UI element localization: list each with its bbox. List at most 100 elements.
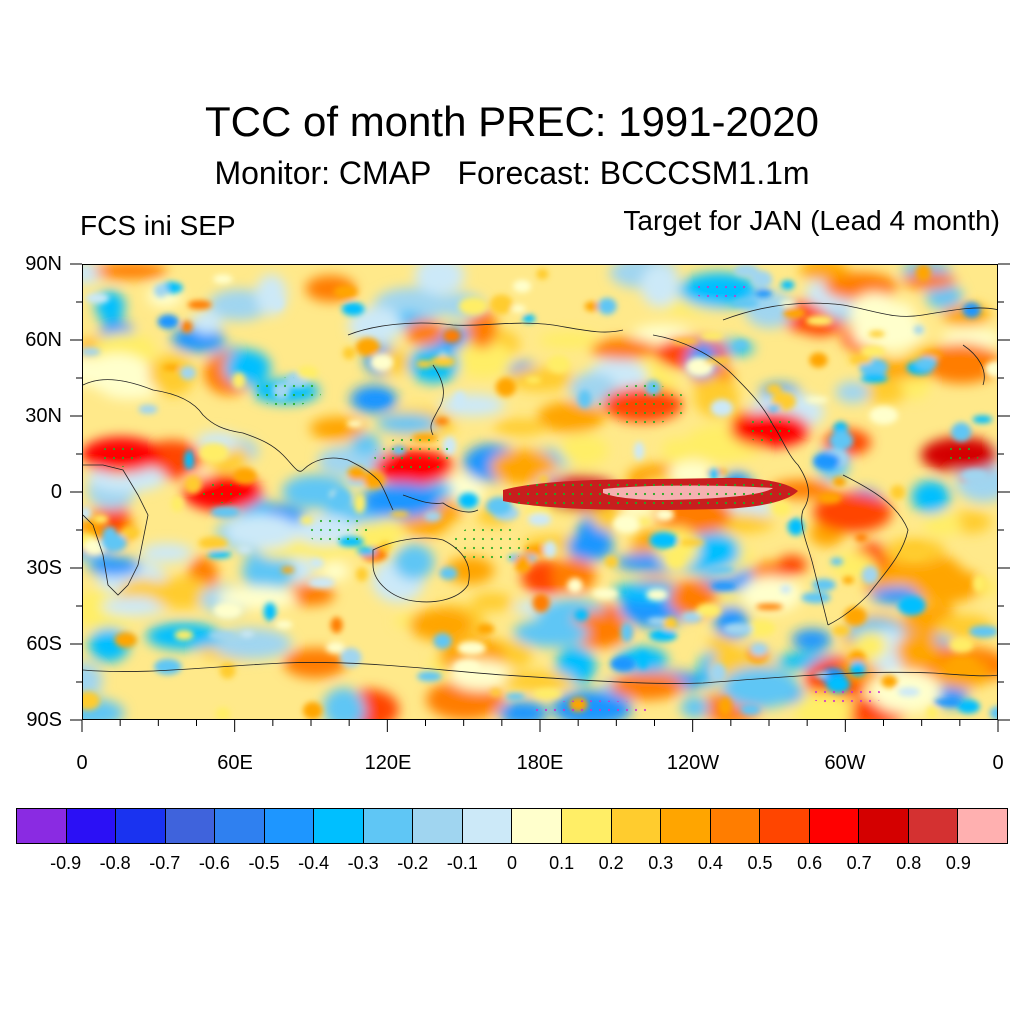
field-blob-fine — [832, 625, 851, 636]
field-blob-fine — [584, 301, 601, 312]
field-blob — [609, 672, 684, 700]
lat-tick-label: 0 — [50, 481, 62, 503]
field-blob-fine — [199, 442, 229, 463]
colorbar-label: -0.6 — [198, 853, 230, 873]
field-blob-fine — [836, 439, 851, 447]
field-blob-fine — [308, 577, 335, 589]
field-blob — [351, 433, 380, 456]
field-blob-fine — [902, 543, 927, 560]
field-blob-fine — [416, 359, 433, 369]
colorbar-box — [760, 809, 810, 843]
colorbar-label: 0.2 — [598, 853, 624, 873]
field-blob-fine — [612, 514, 641, 534]
field-blob-fine — [532, 593, 550, 613]
field-blob-fine — [780, 280, 795, 290]
field-blob-fine — [860, 345, 886, 358]
field-blob-fine — [453, 659, 481, 676]
field-blob — [925, 283, 963, 310]
colorbar-label: 0.7 — [846, 853, 872, 873]
field-blob-fine — [417, 671, 442, 682]
field-blob — [409, 608, 474, 641]
field-blob-fine — [187, 300, 212, 310]
map-canvas — [83, 265, 997, 719]
field-blob-fine — [355, 337, 380, 357]
field-blob — [151, 353, 195, 397]
field-blob-fine — [240, 630, 254, 638]
field-blob-fine — [915, 356, 938, 370]
field-blob — [537, 401, 605, 433]
colorbar-box — [562, 809, 612, 843]
significance-stipple — [307, 516, 368, 546]
field-blob-fine — [162, 364, 181, 371]
field-blob-fine — [174, 629, 194, 641]
field-blob-fine — [510, 304, 526, 313]
field-blob-fine — [897, 595, 926, 616]
field-blob-fine — [275, 620, 293, 629]
lat-tick-label: 90S — [26, 709, 62, 731]
field-blob-fine — [984, 360, 997, 378]
colorbar-box — [363, 809, 414, 843]
field-blob-fine — [655, 508, 675, 522]
field-blob-fine — [710, 581, 737, 591]
field-blob-fine — [750, 643, 768, 656]
lon-tick-label: 120W — [666, 752, 720, 774]
field-blob — [707, 635, 737, 655]
significance-stipple-negative — [531, 700, 652, 717]
colorbar-box — [116, 809, 166, 843]
feature-maritime-continent — [361, 482, 442, 519]
field-blob-fine — [989, 706, 997, 719]
field-blob-fine — [157, 314, 179, 329]
colorbar-label: -0.1 — [446, 853, 478, 873]
significance-stipple — [942, 445, 979, 465]
field-blob-fine — [271, 297, 284, 310]
field-blob-fine — [949, 637, 974, 653]
colorbar-box — [809, 809, 860, 843]
field-blob-fine — [458, 492, 479, 509]
field-blob-fine — [370, 353, 394, 372]
field-blob-fine — [495, 377, 516, 397]
colorbar-label: -0.4 — [298, 853, 330, 873]
field-blob-fine — [849, 661, 867, 677]
field-blob-fine — [860, 373, 888, 383]
lon-tick-label: 60E — [217, 752, 253, 774]
field-blob-fine — [183, 450, 195, 470]
field-blob — [490, 449, 558, 485]
target-label: Target for JAN (Lead 4 month) — [623, 205, 1000, 236]
field-blob-fine — [678, 538, 705, 546]
field-blob-fine — [154, 658, 182, 675]
field-blob-fine — [302, 701, 323, 719]
colorbar-box — [710, 809, 761, 843]
field-blob — [835, 381, 870, 404]
field-blob — [911, 480, 951, 514]
field-blob-fine — [207, 550, 232, 559]
colorbar-box — [661, 809, 711, 843]
field-blob-fine — [708, 468, 720, 481]
field-blob-fine — [489, 294, 513, 315]
field-blob-fine — [766, 383, 782, 395]
field-blob-fine — [179, 366, 196, 380]
field-blob — [439, 393, 505, 417]
field-blob — [902, 272, 957, 290]
field-blob-fine — [809, 352, 828, 368]
field-blob-fine — [83, 539, 106, 556]
field-blob-fine — [363, 394, 390, 405]
field-blob-fine — [667, 552, 685, 568]
field-blob-fine — [897, 687, 920, 697]
field-blob-fine — [443, 328, 461, 343]
field-blob-fine — [746, 620, 776, 637]
colorbar-box — [264, 809, 315, 843]
field-blob-fine — [577, 390, 592, 409]
field-blob-fine — [297, 365, 319, 380]
field-blob — [911, 567, 983, 604]
field-blob-fine — [700, 331, 724, 340]
field-blob-fine — [933, 698, 963, 706]
chart-title: TCC of month PREC: 1991-2020 — [205, 98, 819, 145]
colorbar-box — [413, 809, 463, 843]
field-blob-fine — [849, 355, 873, 365]
field-blob — [551, 558, 596, 594]
lon-tick-label: 0 — [992, 752, 1004, 774]
field-blob-fine — [547, 354, 571, 373]
field-blob-fine — [842, 576, 854, 584]
field-blob-fine — [476, 623, 495, 635]
field-blob-fine — [649, 531, 678, 549]
